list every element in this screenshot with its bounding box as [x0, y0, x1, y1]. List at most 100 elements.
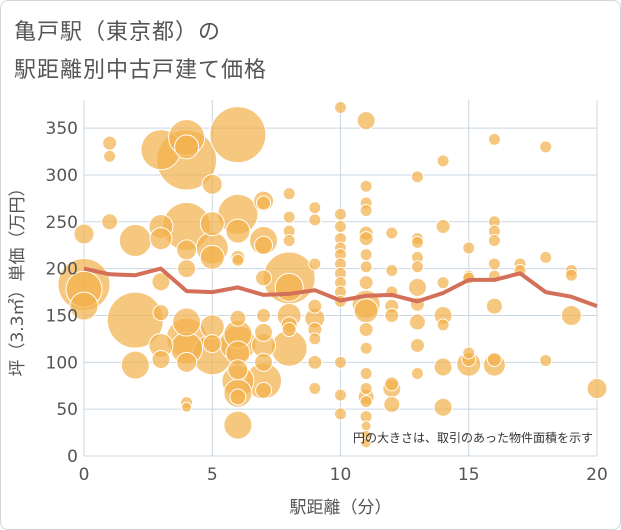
data-bubble [174, 134, 200, 160]
data-bubble [487, 234, 501, 248]
data-bubble [308, 332, 322, 346]
data-bubble [151, 350, 171, 370]
data-bubble [359, 395, 373, 409]
data-bubble [410, 170, 424, 184]
y-tick-label: 250 [46, 213, 78, 233]
data-bubble [152, 304, 170, 322]
data-bubble [118, 224, 152, 258]
data-bubble [334, 207, 347, 221]
data-bubble [307, 354, 323, 370]
data-bubble [359, 382, 373, 396]
data-bubble [151, 272, 171, 292]
data-bubble [358, 275, 374, 291]
data-bubble [384, 376, 400, 392]
data-bubble [231, 253, 245, 267]
data-bubble [274, 272, 304, 302]
data-bubble [353, 298, 379, 324]
x-tick-label: 20 [586, 465, 608, 485]
data-bubble [539, 353, 553, 367]
data-bubble [334, 219, 347, 233]
data-bubble [359, 260, 373, 274]
bubble-size-note: 円の大きさは、取引のあった物件面積を示す [353, 430, 593, 445]
data-bubble [358, 322, 374, 338]
data-bubble [360, 420, 372, 432]
data-bubble [359, 248, 373, 262]
data-bubble [410, 235, 424, 249]
trend-line-layer [83, 266, 598, 308]
data-bubble [359, 204, 373, 218]
data-bubble [176, 351, 198, 373]
x-tick-label: 5 [207, 465, 218, 485]
data-bubble [227, 359, 249, 381]
data-bubble [308, 257, 322, 271]
data-bubble [255, 381, 273, 399]
bubble-layer [57, 100, 608, 449]
data-bubble [176, 239, 198, 261]
data-bubble [436, 276, 450, 290]
data-bubble [334, 388, 347, 402]
y-tick-label: 200 [46, 260, 78, 280]
data-bubble [383, 395, 401, 413]
data-bubble [229, 309, 247, 327]
data-bubble [101, 213, 119, 231]
data-bubble [486, 352, 502, 368]
y-tick-label: 150 [46, 306, 78, 326]
data-bubble [177, 259, 197, 279]
data-bubble [385, 264, 399, 278]
data-bubble [462, 346, 476, 360]
data-bubble [254, 235, 274, 255]
data-bubble [255, 269, 273, 287]
y-tick-label: 0 [67, 447, 78, 467]
data-bubble [209, 106, 267, 164]
data-bubble [282, 234, 296, 248]
data-bubble [199, 244, 225, 270]
data-bubble [149, 227, 173, 251]
data-bubble [487, 132, 501, 146]
x-axis-label: 駅距離（分） [290, 498, 392, 518]
data-bubble [586, 378, 608, 400]
y-axis-label: 坪（3.3㎡）単価（万円） [8, 179, 28, 376]
data-bubble [223, 410, 253, 440]
data-bubble [256, 307, 272, 323]
data-bubble [308, 201, 322, 215]
data-bubble [282, 210, 296, 224]
x-tick-labels: 0 5 10 15 20 [79, 465, 608, 485]
data-bubble [410, 260, 424, 274]
data-bubble [356, 111, 376, 131]
y-tick-labels: 0 50 100 150 200 250 300 350 [46, 119, 78, 467]
data-bubble [487, 257, 501, 271]
y-tick-label: 300 [46, 166, 78, 186]
data-bubble [254, 322, 274, 342]
data-bubble [69, 291, 99, 321]
data-bubble [254, 352, 274, 372]
data-bubble [225, 218, 251, 244]
data-bubble [433, 357, 453, 377]
data-bubble [334, 407, 347, 421]
data-bubble [539, 140, 553, 154]
chart-title-line1: 亀戸駅（東京都）の [14, 20, 222, 45]
data-bubble [334, 355, 347, 369]
data-bubble [539, 250, 553, 264]
data-bubble [433, 397, 453, 417]
x-tick-label: 0 [79, 465, 90, 485]
data-bubble [409, 337, 425, 353]
data-bubble [385, 226, 399, 240]
data-bubble [308, 213, 322, 227]
data-bubble [435, 218, 451, 234]
data-bubble [359, 341, 373, 355]
data-bubble [282, 187, 296, 201]
data-bubble [384, 307, 400, 323]
data-bubble [172, 307, 202, 337]
y-tick-label: 100 [46, 353, 78, 373]
data-bubble [103, 149, 117, 163]
chart-title-line2: 駅距離別中古戸建て価格 [14, 58, 268, 83]
data-bubble [199, 211, 225, 237]
data-bubble [360, 437, 372, 449]
data-bubble [307, 298, 323, 314]
x-tick-label: 15 [458, 465, 480, 485]
data-bubble [229, 388, 247, 406]
data-bubble [436, 318, 450, 332]
data-bubble [436, 154, 450, 168]
data-bubble [102, 135, 118, 151]
